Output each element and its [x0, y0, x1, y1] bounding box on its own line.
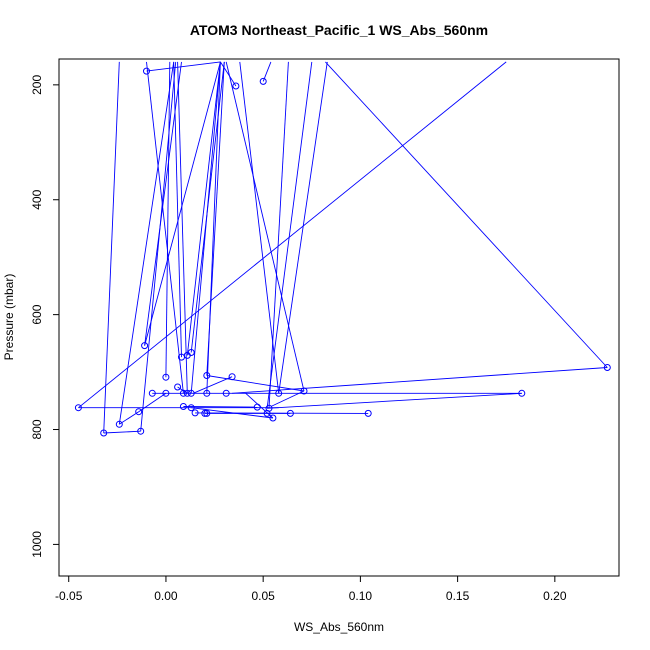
data-point	[187, 404, 195, 412]
data-point	[286, 409, 294, 417]
y-tick-label: 400	[30, 189, 44, 209]
x-tick-label: -0.05	[55, 589, 83, 603]
x-tick-label: 0.05	[251, 589, 275, 603]
data-point	[203, 409, 211, 417]
data-point	[187, 349, 195, 356]
data-point	[135, 408, 143, 416]
y-axis-label: Pressure (mbar)	[2, 274, 16, 361]
data-point	[187, 389, 195, 397]
data-point	[141, 342, 149, 350]
y-tick-label: 800	[30, 419, 44, 439]
x-axis: -0.05 0.00 0.05 0.10 0.15 0.20	[55, 575, 567, 603]
data-lines	[78, 61, 608, 434]
data-point	[183, 389, 191, 397]
series-line-segment	[103, 430, 141, 434]
series-line-segment	[278, 61, 328, 394]
series-line-segment	[325, 61, 608, 368]
series-line-segment	[206, 375, 305, 392]
data-point	[253, 403, 261, 411]
series-line-segment	[183, 406, 258, 408]
series-line-segment	[268, 61, 289, 409]
data-point	[364, 409, 372, 417]
y-tick-label: 1000	[30, 531, 44, 558]
data-points	[74, 67, 611, 437]
series-line-segment	[270, 390, 305, 407]
data-point	[222, 389, 230, 397]
data-point	[232, 82, 240, 90]
data-point	[179, 403, 187, 410]
series-line-segment	[173, 61, 182, 358]
data-point	[143, 67, 150, 75]
series-line-segment	[118, 61, 175, 425]
series-line-segment	[165, 61, 171, 378]
series-line-segment	[119, 411, 139, 425]
x-tick-label: 0.15	[446, 589, 470, 603]
data-point	[201, 409, 209, 417]
chart-title: ATOM3 Northeast_Pacific_1 WS_Abs_560nm	[190, 22, 488, 38]
y-axis: 200 400 600 800 1000	[30, 75, 60, 558]
series-line-segment	[138, 392, 167, 413]
series-line-segment	[140, 61, 177, 432]
data-point	[203, 389, 211, 397]
series-line-segment	[193, 376, 233, 394]
series-line-segment	[232, 367, 608, 394]
series-line-segment	[78, 61, 507, 409]
series-line-segment	[225, 61, 305, 392]
data-point	[191, 409, 199, 417]
x-tick-label: 0.20	[543, 589, 567, 603]
data-point	[259, 77, 267, 85]
series-line-segment	[206, 61, 221, 394]
y-tick-label: 600	[30, 304, 44, 324]
y-tick-label: 200	[30, 75, 44, 95]
x-tick-label: 0.10	[349, 589, 373, 603]
data-point	[263, 409, 271, 417]
data-point	[100, 429, 108, 437]
series-line-segment	[190, 61, 221, 394]
series-line-segment	[220, 61, 237, 87]
data-point	[115, 420, 123, 428]
data-point	[162, 389, 170, 397]
data-point	[162, 373, 170, 381]
series-line-segment	[267, 392, 522, 409]
series-line-segment	[144, 61, 221, 346]
series-line-segment	[239, 61, 280, 394]
series-line-segment	[146, 61, 184, 394]
data-point	[228, 373, 236, 381]
data-point	[74, 404, 82, 412]
data-point	[300, 387, 308, 395]
data-point	[148, 389, 156, 397]
series-line-segment	[146, 61, 221, 72]
data-point	[269, 414, 277, 422]
series-line-segment	[186, 61, 221, 356]
series-line-segment	[177, 61, 188, 394]
data-point	[603, 364, 611, 371]
data-point	[174, 383, 182, 391]
data-point	[179, 389, 187, 397]
data-point	[518, 389, 526, 397]
data-point	[203, 372, 211, 379]
x-tick-label: 0.00	[154, 589, 178, 603]
series-line-segment	[103, 61, 120, 434]
data-point	[137, 427, 145, 435]
series-line-segment	[266, 61, 313, 409]
x-axis-label: WS_Abs_560nm	[294, 620, 384, 634]
series-line-segment	[245, 392, 274, 419]
data-point	[275, 389, 283, 397]
